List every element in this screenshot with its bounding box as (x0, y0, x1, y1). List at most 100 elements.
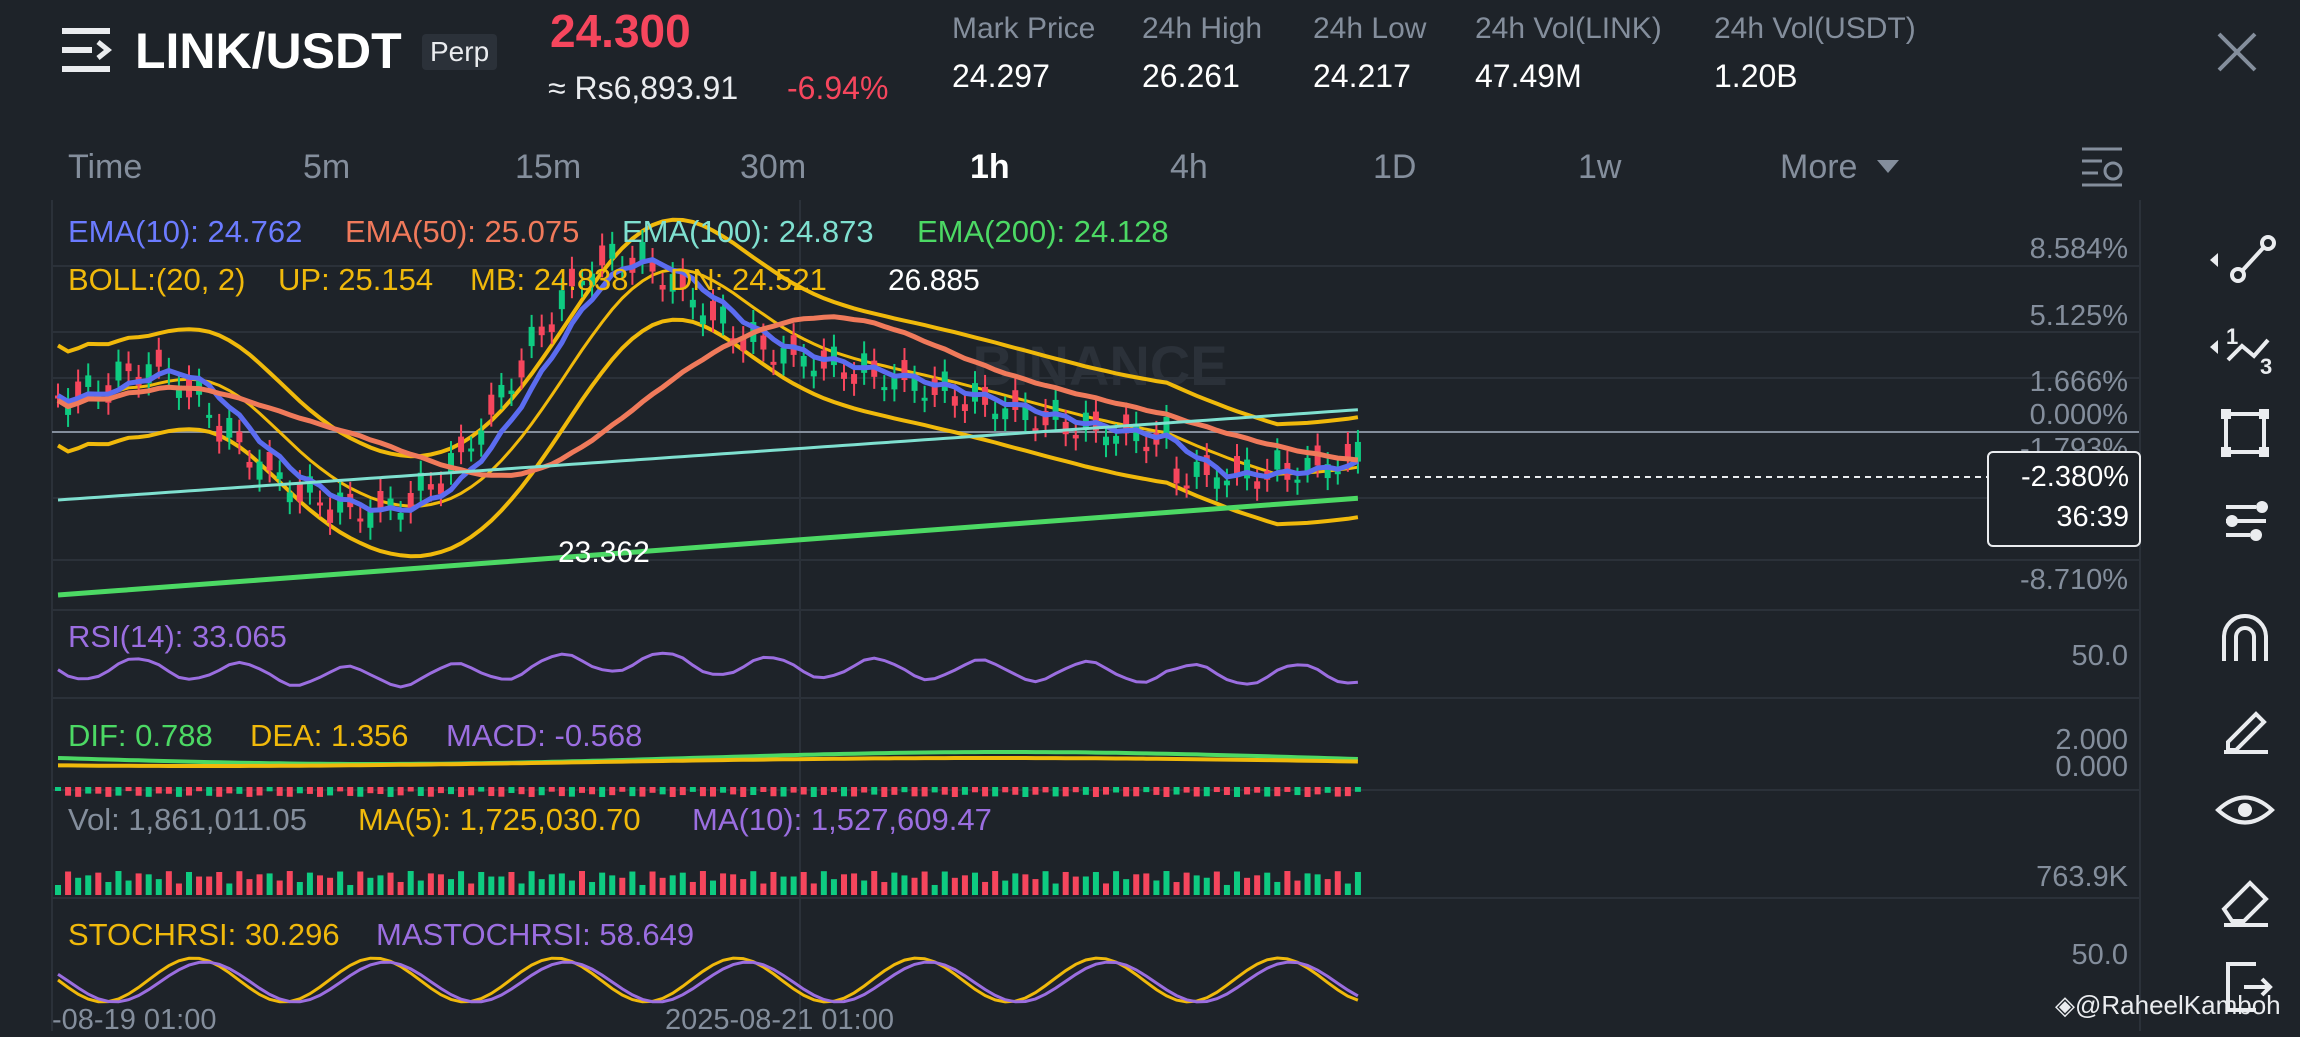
pencil-tool[interactable] (2210, 690, 2280, 760)
candle (1203, 455, 1210, 476)
eye-tool[interactable] (2210, 775, 2280, 845)
menu-icon[interactable] (62, 28, 114, 72)
axis-label: 0.000% (2029, 399, 2128, 431)
rsi-axis: 50.0 (2071, 640, 2128, 672)
volume-bar (1173, 882, 1180, 895)
macd-bar (256, 787, 263, 796)
share-tool[interactable] (2210, 950, 2280, 1020)
volume-bar (528, 871, 535, 895)
volume-bar (216, 871, 223, 895)
volume-bar (790, 876, 797, 895)
candle (226, 417, 233, 438)
volume-bar (1344, 883, 1351, 895)
candle (810, 370, 817, 377)
tab-more[interactable]: More (1780, 148, 1858, 186)
chevron-down-icon[interactable] (1877, 160, 1899, 179)
stat-label: 24h High (1142, 12, 1263, 45)
boll-label: BOLL:(20, 2) (68, 262, 246, 297)
candle (1123, 414, 1130, 434)
tab-5m[interactable]: 5m (303, 148, 351, 186)
volume-bar (306, 872, 313, 895)
macd-bar (1062, 787, 1069, 797)
stat-label: Mark Price (952, 12, 1096, 45)
macd-bar (921, 787, 928, 797)
volume-bar (1092, 872, 1099, 895)
binance-logo-icon: ◈ (2055, 990, 2075, 1020)
macd-bar (458, 787, 465, 797)
macd-bar (1052, 787, 1059, 797)
volume-bar (1163, 871, 1170, 895)
macd-bar (961, 787, 968, 795)
volume-bar (1213, 871, 1220, 895)
volume-bar (155, 879, 162, 895)
tab-4h[interactable]: 4h (1170, 148, 1208, 186)
volume-bar (1314, 874, 1321, 895)
candle (579, 280, 585, 286)
current-pct: -2.380% (2020, 461, 2129, 493)
volume-bar (1324, 879, 1331, 895)
tab-30m[interactable]: 30m (740, 148, 807, 186)
candle (1032, 428, 1039, 432)
candle (1143, 446, 1150, 452)
candle (266, 451, 273, 471)
tab-time[interactable]: Time (68, 148, 143, 186)
candle (941, 371, 948, 391)
chart-settings-icon[interactable] (2080, 145, 2124, 192)
macd-bar (367, 787, 374, 794)
macd-bar (669, 787, 676, 797)
macd-bar (468, 787, 475, 796)
macd-bar (1092, 787, 1099, 797)
tab-15m[interactable]: 15m (515, 148, 582, 186)
macd-bar (780, 787, 787, 797)
macd-bar (498, 787, 505, 797)
volume-bar (800, 872, 807, 895)
tab-1w[interactable]: 1w (1578, 148, 1622, 186)
eraser-icon (2221, 880, 2269, 927)
volume-bar (1143, 873, 1150, 895)
trendline-tool[interactable] (2210, 225, 2280, 295)
close-icon[interactable] (2215, 30, 2259, 74)
chart-grid (51, 200, 2141, 1031)
volume-bar (941, 871, 948, 895)
candle (659, 285, 666, 290)
volume-bar (730, 874, 737, 895)
svg-text:3: 3 (2260, 354, 2272, 379)
stat-value: 47.49M (1475, 58, 1582, 94)
candle (679, 270, 686, 290)
volume-bar (891, 872, 898, 895)
volume-bar (75, 877, 82, 895)
tab-1h[interactable]: 1h (970, 148, 1010, 186)
volume-bar (1274, 881, 1281, 895)
candle (861, 353, 868, 373)
macd-bar (790, 787, 797, 793)
volume-bar (1123, 879, 1130, 895)
magnet-icon (2222, 614, 2268, 661)
volume-bar (1072, 876, 1079, 895)
eraser-tool[interactable] (2210, 863, 2280, 933)
macd-bar (830, 787, 837, 793)
indicator-settings-tool[interactable] (2210, 485, 2280, 555)
candle (921, 397, 928, 401)
dif-label: DIF: 0.788 (68, 718, 213, 753)
volume-bar (95, 872, 102, 895)
volume-bar (659, 877, 666, 895)
macd-bar (55, 787, 61, 791)
volume-bar (55, 885, 61, 895)
volume-bar (861, 880, 868, 895)
candle (1062, 421, 1069, 435)
candle (145, 364, 152, 384)
tab-1d[interactable]: 1D (1373, 148, 1417, 186)
candle (337, 492, 344, 513)
shape-tool[interactable] (2210, 398, 2280, 468)
macd-bar (881, 787, 888, 797)
stoch-axis: 50.0 (2071, 939, 2128, 971)
volume-bar (256, 874, 263, 895)
share-icon (2226, 962, 2273, 1012)
volume-bar (1264, 872, 1271, 895)
symbol-title[interactable]: LINK/USDT (135, 23, 402, 79)
magnet-tool[interactable] (2210, 605, 2280, 675)
candle (568, 268, 575, 287)
candle (357, 518, 364, 522)
